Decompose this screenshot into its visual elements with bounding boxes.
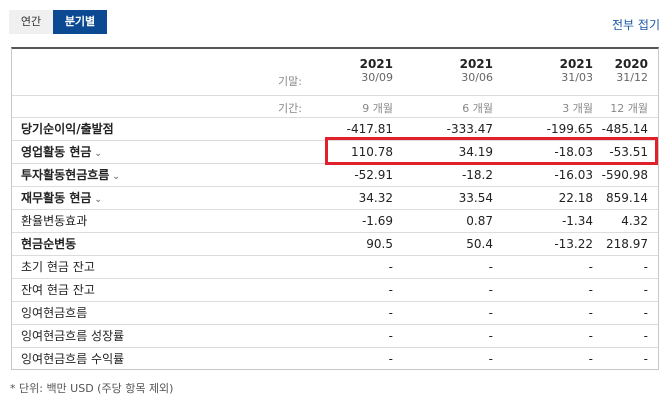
cell-value: - xyxy=(643,352,648,366)
cell-value: - xyxy=(488,306,493,320)
cell-value: - xyxy=(643,283,648,297)
table-row: 초기 현금 잔고 - - - - xyxy=(12,255,658,278)
highlight-box xyxy=(325,137,658,165)
col-date: 31/03 xyxy=(561,71,593,84)
chevron-down-icon[interactable]: ⌄ xyxy=(94,149,102,159)
row-label-expandable[interactable]: 재무활동 현금 ⌄ xyxy=(21,187,102,210)
col-period: 6 개월 xyxy=(462,102,493,115)
units-footnote: * 단위: 백만 USD (주당 항목 제외) xyxy=(10,382,174,395)
cell-value: 34.19 xyxy=(458,145,493,159)
cell-value: - xyxy=(588,352,593,366)
header-col-4: 2020 31/12 xyxy=(548,57,648,84)
table-row: 잉여현금흐름 성장률 - - - - xyxy=(12,324,658,347)
row-label-expandable[interactable]: 영업활동 현금 ⌄ xyxy=(21,141,102,164)
cell-value: 110.78 xyxy=(351,145,393,159)
col-year: 2021 xyxy=(459,57,493,71)
cell-value: - xyxy=(488,352,493,366)
cell-value: - xyxy=(388,283,393,297)
cell-value: 859.14 xyxy=(606,191,648,205)
table-row: 현금순변동 90.5 50.4 -13.22 218.97 xyxy=(12,232,658,255)
cell-value: 4.32 xyxy=(621,214,648,228)
col-period: 3 개월 xyxy=(562,102,593,115)
col-year: 2021 xyxy=(559,57,593,71)
cell-value: -590.98 xyxy=(601,168,648,182)
row-label: 현금순변동 xyxy=(21,237,77,251)
tab-quarterly[interactable]: 분기별 xyxy=(53,10,107,34)
col-period: 12 개월 xyxy=(610,102,648,115)
cell-value: - xyxy=(588,260,593,274)
col-date: 31/12 xyxy=(616,71,648,84)
cell-value: 34.32 xyxy=(358,191,393,205)
row-label: 잉여현금흐름 성장률 xyxy=(21,329,125,343)
fiscal-label: 기말: xyxy=(278,75,302,88)
cell-value: - xyxy=(488,260,493,274)
cell-value: - xyxy=(643,306,648,320)
cell-value: - xyxy=(643,329,648,343)
cell-value: -52.91 xyxy=(354,168,393,182)
cash-flow-table: 기말: 2021 30/09 2021 30/06 2021 31/03 202… xyxy=(11,47,659,370)
table-row: 환율변동효과 -1.69 0.87 -1.34 4.32 xyxy=(12,209,658,232)
cell-value: 50.4 xyxy=(466,237,493,251)
cell-value: - xyxy=(388,352,393,366)
period-tabs: 연간 분기별 xyxy=(9,10,107,34)
row-label: 잉여현금흐름 수익률 xyxy=(21,352,125,366)
cell-value: - xyxy=(488,329,493,343)
cell-value: -1.34 xyxy=(561,214,593,228)
row-label: 잉여현금흐름 xyxy=(21,306,88,320)
cell-value: - xyxy=(488,283,493,297)
row-label-text: 투자활동현금흐름 xyxy=(21,168,110,182)
col-year: 2021 xyxy=(359,57,393,71)
cell-value: 218.97 xyxy=(606,237,648,251)
table-row: 잔여 현금 잔고 - - - - xyxy=(12,278,658,301)
cell-value: -417.81 xyxy=(346,122,393,136)
row-label: 환율변동효과 xyxy=(21,214,88,228)
cell-value: - xyxy=(388,260,393,274)
table-row[interactable]: 재무활동 현금 ⌄ 34.32 33.54 22.18 859.14 xyxy=(12,186,658,209)
row-label-expandable[interactable]: 투자활동현금흐름 ⌄ xyxy=(21,164,120,187)
cell-value: - xyxy=(588,306,593,320)
table-row: 잉여현금흐름 - - - - xyxy=(12,301,658,324)
table-row[interactable]: 영업활동 현금 ⌄ 110.78 34.19 -18.03 -53.51 xyxy=(12,140,658,163)
cell-value: 33.54 xyxy=(458,191,493,205)
chevron-down-icon[interactable]: ⌄ xyxy=(94,195,102,205)
row-label: 당기순이익/출발점 xyxy=(21,122,114,136)
row-label-text: 영업활동 현금 xyxy=(21,145,92,159)
cell-value: -333.47 xyxy=(446,122,493,136)
period-label: 기간: xyxy=(278,102,302,115)
cell-value: 22.18 xyxy=(558,191,593,205)
chevron-down-icon[interactable]: ⌄ xyxy=(112,172,120,182)
collapse-all-link[interactable]: 전부 접기 xyxy=(612,18,660,32)
table-row: 당기순이익/출발점 -417.81 -333.47 -199.65 -485.1… xyxy=(12,117,658,140)
header-col-1: 2021 30/09 xyxy=(293,57,393,84)
header-col-2: 2021 30/06 xyxy=(393,57,493,84)
cell-value: -18.2 xyxy=(461,168,493,182)
cell-value: -16.03 xyxy=(554,168,593,182)
cell-value: - xyxy=(588,283,593,297)
cell-value: -18.03 xyxy=(554,145,593,159)
cell-value: -53.51 xyxy=(609,145,648,159)
col-date: 30/06 xyxy=(461,71,493,84)
cell-value: -1.69 xyxy=(361,214,393,228)
row-label-text: 재무활동 현금 xyxy=(21,191,92,205)
cell-value: -13.22 xyxy=(554,237,593,251)
cell-value: -485.14 xyxy=(601,122,648,136)
col-date: 30/09 xyxy=(361,71,393,84)
cell-value: -199.65 xyxy=(546,122,593,136)
cell-value: - xyxy=(388,329,393,343)
cell-value: - xyxy=(388,306,393,320)
table-row: 잉여현금흐름 수익률 - - - - xyxy=(12,347,658,370)
row-label: 초기 현금 잔고 xyxy=(21,260,95,274)
cell-value: 90.5 xyxy=(366,237,393,251)
row-label: 잔여 현금 잔고 xyxy=(21,283,95,297)
cell-value: - xyxy=(588,329,593,343)
tab-annual[interactable]: 연간 xyxy=(9,10,53,34)
header-period-row: 기간: 9 개월 6 개월 3 개월 12 개월 xyxy=(12,95,658,117)
header-fiscal-row: 기말: 2021 30/09 2021 30/06 2021 31/03 202… xyxy=(12,57,658,89)
cell-value: 0.87 xyxy=(466,214,493,228)
cell-value: - xyxy=(643,260,648,274)
col-year: 2020 xyxy=(614,57,648,71)
header-col-3: 2021 31/03 xyxy=(493,57,593,84)
col-period: 9 개월 xyxy=(362,102,393,115)
table-row[interactable]: 투자활동현금흐름 ⌄ -52.91 -18.2 -16.03 -590.98 xyxy=(12,163,658,186)
